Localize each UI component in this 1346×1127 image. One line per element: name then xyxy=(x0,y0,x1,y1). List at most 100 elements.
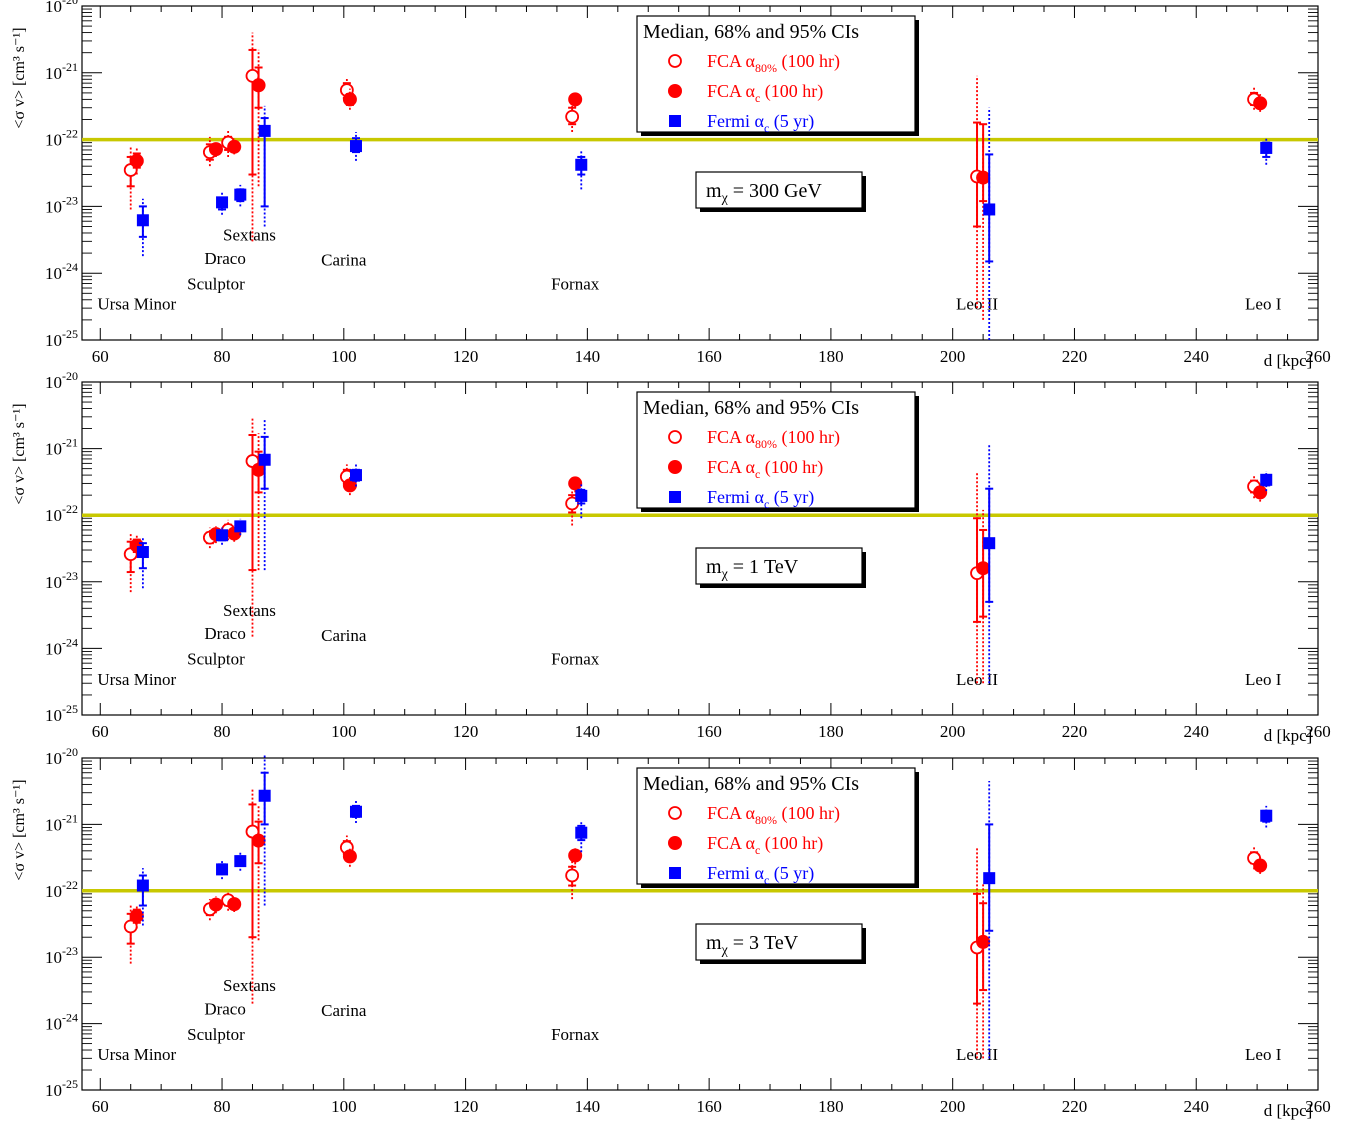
legend-entry-label: FCA αc (100 hr) xyxy=(707,81,823,105)
y-tick-label: 10-23 xyxy=(45,193,78,216)
legend-entry-label: FCA α80% (100 hr) xyxy=(707,803,840,827)
legend-entry-prefix: Fermi α xyxy=(707,863,764,883)
plot-frame xyxy=(81,757,1319,1091)
data-point xyxy=(136,214,149,227)
y-tick-exponent: -22 xyxy=(62,127,78,141)
legend-entry-prefix: FCA α xyxy=(707,51,756,71)
data-point xyxy=(575,158,588,171)
mass-box: mχ = 1 TeV xyxy=(695,547,866,588)
data-point xyxy=(983,872,996,885)
legend-entry-label: FCA αc (100 hr) xyxy=(707,833,823,857)
legend-entry-prefix: FCA α xyxy=(707,81,756,101)
data-point xyxy=(234,188,247,201)
x-axis-label: d [kpc] xyxy=(1264,351,1313,370)
data-point xyxy=(251,833,266,848)
x-tick-label: 80 xyxy=(214,722,231,741)
x-tick-label: 160 xyxy=(696,1097,722,1116)
data-point xyxy=(216,863,229,876)
y-tick-exponent: -24 xyxy=(62,635,78,649)
data-point xyxy=(251,462,266,477)
x-tick-label: 60 xyxy=(92,1097,109,1116)
y-tick-base: 10 xyxy=(45,331,62,350)
y-tick-base: 10 xyxy=(45,373,62,392)
galaxy-label: Draco xyxy=(204,999,246,1018)
galaxy-label: Sextans xyxy=(223,601,276,620)
legend-entry-prefix: FCA α xyxy=(707,833,756,853)
data-point xyxy=(258,453,271,466)
y-tick-base: 10 xyxy=(45,0,62,16)
legend-entry-suffix: (100 hr) xyxy=(777,427,840,448)
y-tick-exponent: -25 xyxy=(62,702,78,716)
legend-title: Median, 68% and 95% CIs xyxy=(643,21,859,43)
x-tick-label: 140 xyxy=(575,722,601,741)
legend-entry-prefix: Fermi α xyxy=(707,487,764,507)
x-tick-label: 60 xyxy=(92,347,109,366)
legend-entry-label: Fermi αc (5 yr) xyxy=(707,863,814,887)
galaxy-label: Sculptor xyxy=(187,650,245,669)
y-axis-label: <σ v> [cm³ s⁻¹] xyxy=(11,27,28,128)
data-point xyxy=(565,109,580,124)
x-tick-label: 200 xyxy=(940,722,966,741)
galaxy-label: Leo II xyxy=(956,295,998,314)
mass-subscript: χ xyxy=(721,191,729,206)
x-tick-label: 100 xyxy=(331,722,357,741)
data-point xyxy=(342,478,357,493)
y-tick-base: 10 xyxy=(45,440,62,459)
y-tick-label: 10-24 xyxy=(45,1011,78,1034)
legend-marker-filled-circle xyxy=(668,836,682,850)
y-tick-label: 10-23 xyxy=(45,569,78,592)
y-tick-exponent: -22 xyxy=(62,878,78,892)
data-point xyxy=(976,934,991,949)
y-tick-exponent: -24 xyxy=(62,1011,78,1025)
data-point xyxy=(258,789,271,802)
panel-1: 60 80 100 120 140 160 180 200 220 240 26010-2510-2… xyxy=(11,0,1331,370)
series-3 xyxy=(136,105,1273,340)
y-tick-base: 10 xyxy=(45,264,62,283)
y-tick-label: 10-20 xyxy=(45,369,78,392)
y-tick-base: 10 xyxy=(45,948,62,967)
data-point xyxy=(1253,96,1268,111)
series-3 xyxy=(136,755,1273,1059)
legend-entry-suffix: (5 yr) xyxy=(769,863,814,884)
data-point xyxy=(976,170,991,185)
legend-entry-suffix: (5 yr) xyxy=(769,111,814,132)
data-point xyxy=(568,476,583,491)
y-tick-exponent: -20 xyxy=(62,745,78,759)
mass-suffix: = 3 TeV xyxy=(728,932,799,954)
x-tick-label: 140 xyxy=(575,1097,601,1116)
galaxy-label: Ursa Minor xyxy=(97,1045,176,1064)
data-point xyxy=(227,139,242,154)
x-tick-label: 260 xyxy=(1305,347,1331,366)
mass-label: mχ = 300 GeV xyxy=(706,180,822,206)
x-tick-label: 220 xyxy=(1062,347,1088,366)
data-point xyxy=(234,855,247,868)
legend-entry-suffix: (100 hr) xyxy=(760,833,823,854)
mass-subscript: χ xyxy=(721,567,729,582)
x-tick-label: 180 xyxy=(818,347,844,366)
legend-entry-prefix: FCA α xyxy=(707,803,756,823)
x-tick-label: 200 xyxy=(940,347,966,366)
legend-box xyxy=(636,767,916,885)
y-tick-exponent: -21 xyxy=(62,436,78,450)
mass-label: mχ = 3 TeV xyxy=(706,932,799,958)
legend-marker-filled-square xyxy=(669,115,681,127)
legend-box xyxy=(636,15,916,133)
y-tick-label: 10-22 xyxy=(45,878,78,901)
legend-entry-subscript: c xyxy=(755,91,760,105)
x-tick-label: 220 xyxy=(1062,1097,1088,1116)
series-2 xyxy=(129,49,1268,320)
y-tick-base: 10 xyxy=(45,64,62,83)
galaxy-label: Carina xyxy=(321,251,367,270)
data-point xyxy=(234,520,247,533)
legend-entry-suffix: (100 hr) xyxy=(760,457,823,478)
x-tick-label: 260 xyxy=(1305,1097,1331,1116)
mass-label: mχ = 1 TeV xyxy=(706,556,799,582)
y-tick-exponent: -20 xyxy=(62,0,78,7)
data-point xyxy=(342,92,357,107)
x-tick-label: 160 xyxy=(696,347,722,366)
y-tick-label: 10-21 xyxy=(45,436,78,459)
data-point xyxy=(1260,473,1273,486)
data-point xyxy=(575,826,588,839)
